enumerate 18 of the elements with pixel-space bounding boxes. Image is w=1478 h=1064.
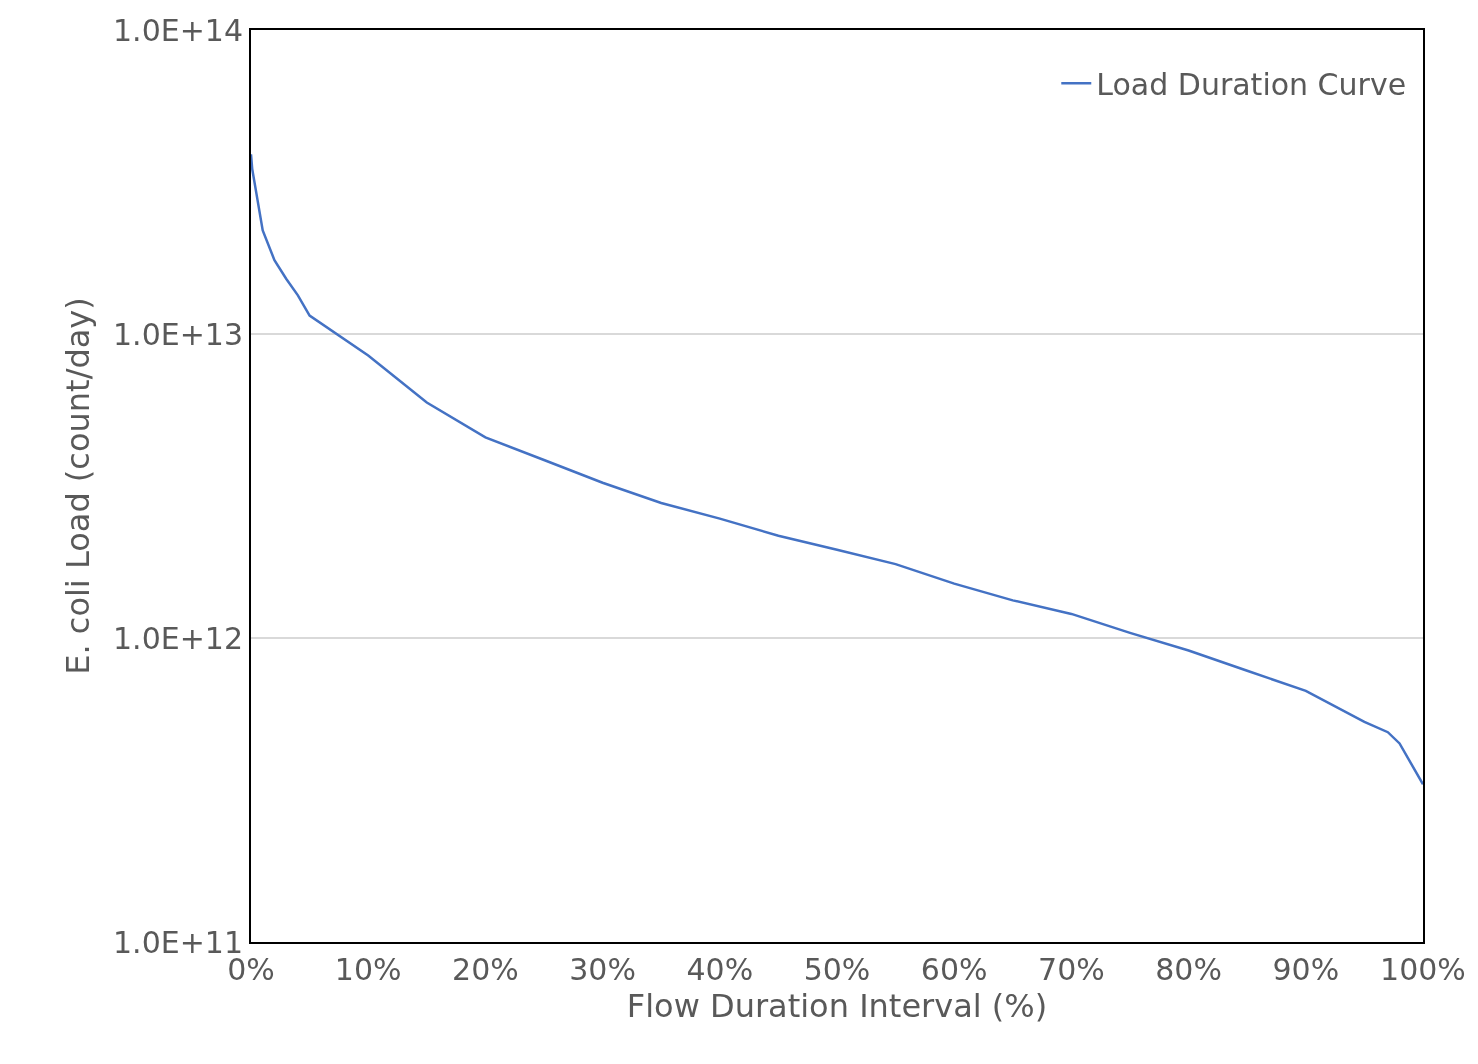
x-axis-title: Flow Duration Interval (%) (626, 987, 1048, 1025)
legend-label: Load Duration Curve (1096, 67, 1407, 103)
x-tick-label: 30% (569, 952, 636, 987)
x-tick-label: 20% (452, 952, 519, 987)
y-tick-label: 1.0E+13 (113, 316, 243, 352)
y-tick-label: 1.0E+14 (113, 12, 243, 48)
y-axis-title: E. coli Load (count/day) (58, 297, 97, 675)
line-series (251, 153, 1423, 786)
x-tick-label: 90% (1272, 952, 1340, 987)
x-tick-label: 10% (334, 952, 402, 987)
x-tick-label: 0% (227, 952, 275, 987)
x-tick-label: 100% (1380, 952, 1466, 987)
x-tick-label: 50% (803, 952, 871, 987)
x-tick-label: 70% (1038, 952, 1105, 987)
x-tick-label: 40% (686, 952, 754, 987)
x-tick-label: 60% (920, 952, 988, 987)
x-tick-label: 80% (1155, 952, 1222, 987)
y-tick-label: 1.0E+12 (113, 620, 243, 656)
